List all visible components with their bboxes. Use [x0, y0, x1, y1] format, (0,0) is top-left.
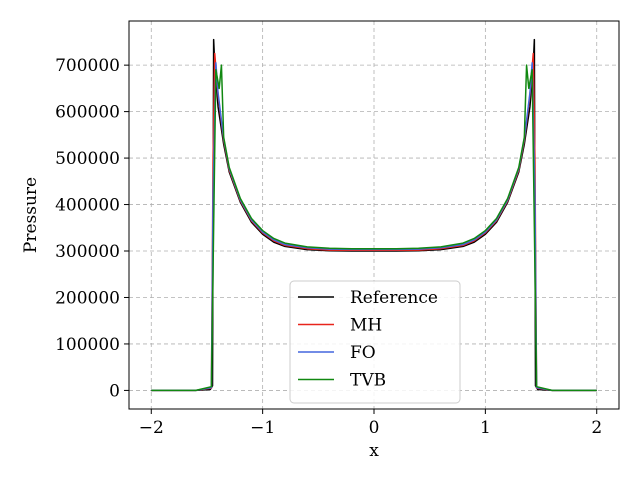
y-tick-label: 200000: [55, 288, 120, 308]
legend-label: TVB: [350, 371, 386, 391]
series-line-tvb: [151, 64, 597, 392]
legend-label: FO: [350, 343, 376, 363]
x-tick-label: 1: [480, 418, 491, 438]
plot-area: [151, 38, 597, 392]
y-axis-label: Pressure: [21, 177, 41, 253]
series-lines: [151, 38, 597, 392]
x-tick-label: −1: [250, 418, 275, 438]
legend-label: MH: [350, 316, 382, 336]
y-tick-label: 500000: [55, 149, 120, 169]
legend-label: Reference: [350, 288, 438, 308]
y-tick-label: 100000: [55, 335, 120, 355]
y-tick-label: 600000: [55, 103, 120, 123]
y-tick-label: 300000: [55, 242, 120, 262]
y-axis-ticks: 0 100000 200000 300000 400000 500000 600000 700…: [55, 56, 129, 401]
legend: Reference MH FO TVB: [289, 280, 461, 404]
x-axis-label: x: [369, 441, 379, 461]
x-axis-ticks: −2 −1 0 1 2: [139, 409, 602, 438]
y-tick-label: 0: [109, 381, 120, 401]
x-tick-label: 0: [369, 418, 380, 438]
x-tick-label: −2: [139, 418, 164, 438]
legend-box: [289, 280, 461, 404]
y-tick-label: 400000: [55, 196, 120, 216]
y-tick-label: 700000: [55, 56, 120, 76]
x-tick-label: 2: [591, 418, 602, 438]
